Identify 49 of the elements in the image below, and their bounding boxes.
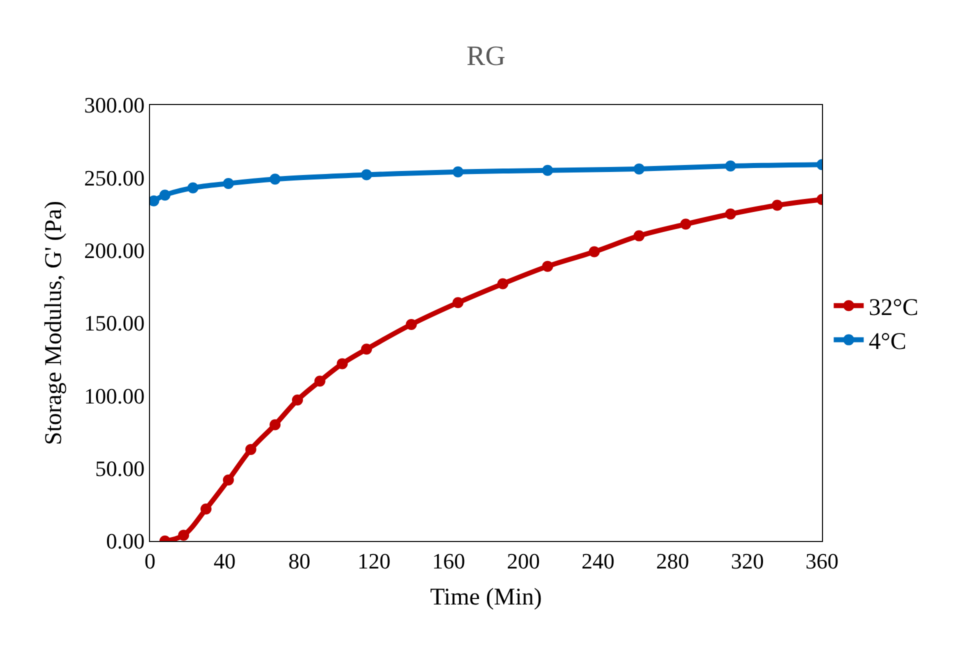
point [452, 166, 464, 178]
y-tick-label: 250.00 [84, 165, 145, 190]
point [634, 230, 645, 242]
point [222, 178, 234, 189]
point [336, 358, 348, 370]
point [361, 344, 372, 355]
point [245, 444, 256, 455]
x-tick-label: 280 [656, 548, 690, 574]
point [497, 278, 508, 290]
point [725, 160, 736, 172]
y-tick-label: 300.00 [84, 92, 145, 118]
x-tick-label: 240 [582, 548, 614, 574]
x-tick-label: 40 [214, 548, 236, 574]
point [200, 504, 212, 515]
point [542, 164, 554, 176]
point [406, 318, 417, 330]
point [159, 190, 170, 201]
point [178, 530, 190, 541]
point [634, 163, 645, 174]
chart-title: RG [466, 40, 506, 72]
x-tick-label: 120 [358, 548, 390, 574]
x-tick-label: 80 [288, 548, 310, 574]
y-axis-title: Storage Modulus, G' (Pa) [41, 200, 68, 446]
point [314, 376, 326, 387]
point [270, 174, 281, 185]
y-tick-label: 100.00 [84, 383, 145, 408]
x-tick-label: 160 [432, 548, 466, 574]
point [187, 182, 198, 194]
point [772, 200, 783, 211]
point [452, 297, 464, 308]
point [222, 474, 234, 486]
point [680, 218, 692, 230]
x-tick-label: 200 [506, 548, 540, 574]
y-tick-label: 200.00 [84, 238, 145, 264]
point [292, 394, 303, 406]
x-tick-label: 0 [144, 548, 156, 574]
point [542, 260, 554, 272]
point [270, 419, 281, 430]
x-tick-label: 320 [730, 548, 764, 574]
legend-label: 32°C [868, 294, 918, 321]
point [588, 246, 600, 258]
y-tick-label: 0.00 [106, 528, 145, 554]
x-tick-label: 360 [806, 548, 838, 574]
legend-label: 4°C [868, 329, 906, 356]
y-tick-label: 150.00 [84, 310, 145, 336]
point [725, 208, 736, 220]
point [361, 169, 372, 180]
x-axis-title: Time (Min) [430, 584, 542, 611]
y-tick-label: 50.00 [95, 456, 145, 482]
